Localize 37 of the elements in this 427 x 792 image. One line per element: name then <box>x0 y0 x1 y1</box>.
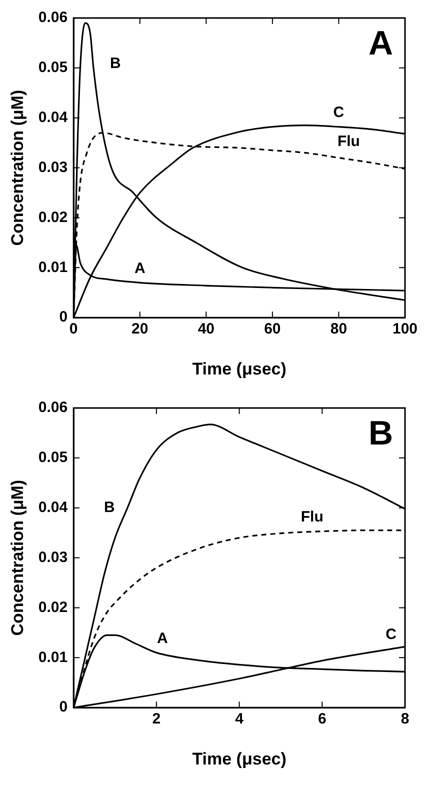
y-tick-label: 0.04 <box>38 109 68 126</box>
x-tick-label: 2 <box>152 710 161 728</box>
y-axis-title: Concentration (μM) <box>8 480 27 636</box>
y-tick-label: 0 <box>59 698 68 716</box>
series-label: Flu <box>300 508 324 526</box>
x-tick-label: 40 <box>198 320 214 338</box>
x-tick-label: 20 <box>132 320 148 338</box>
x-tick-label: 60 <box>264 320 281 338</box>
series-label: A <box>157 630 168 647</box>
y-tick-label: 0.04 <box>38 499 68 516</box>
x-tick-label: 100 <box>392 320 418 338</box>
y-tick-label: 0.02 <box>38 598 68 616</box>
series-label: B <box>110 55 122 72</box>
y-axis-title: Concentration (μM) <box>8 90 27 246</box>
y-tick-label: 0.06 <box>38 9 68 26</box>
y-tick-label: 0.06 <box>38 399 68 416</box>
y-tick-label: 0.01 <box>38 648 68 666</box>
y-tick-label: 0.02 <box>38 208 68 226</box>
series-label: C <box>386 626 397 643</box>
y-tick-label: 0 <box>59 308 68 326</box>
series-label: Flu <box>337 132 360 150</box>
chart-title: A <box>368 24 393 62</box>
series-label: B <box>104 499 116 516</box>
y-tick-label: 0.01 <box>38 258 68 276</box>
series-label: C <box>333 104 344 121</box>
y-tick-label: 0.05 <box>38 59 68 76</box>
x-axis-title: Time (μsec) <box>192 359 286 378</box>
y-tick-label: 0.03 <box>38 548 68 566</box>
chart-title: B <box>368 414 393 452</box>
x-tick-label: 4 <box>235 710 244 728</box>
x-tick-label: 8 <box>400 710 410 728</box>
x-tick-label: 6 <box>318 710 326 728</box>
y-tick-label: 0.05 <box>38 449 68 466</box>
y-tick-label: 0.03 <box>38 158 68 176</box>
x-tick-label: 80 <box>330 320 348 338</box>
x-axis-title: Time (μsec) <box>192 749 286 768</box>
series-label: A <box>134 260 146 277</box>
